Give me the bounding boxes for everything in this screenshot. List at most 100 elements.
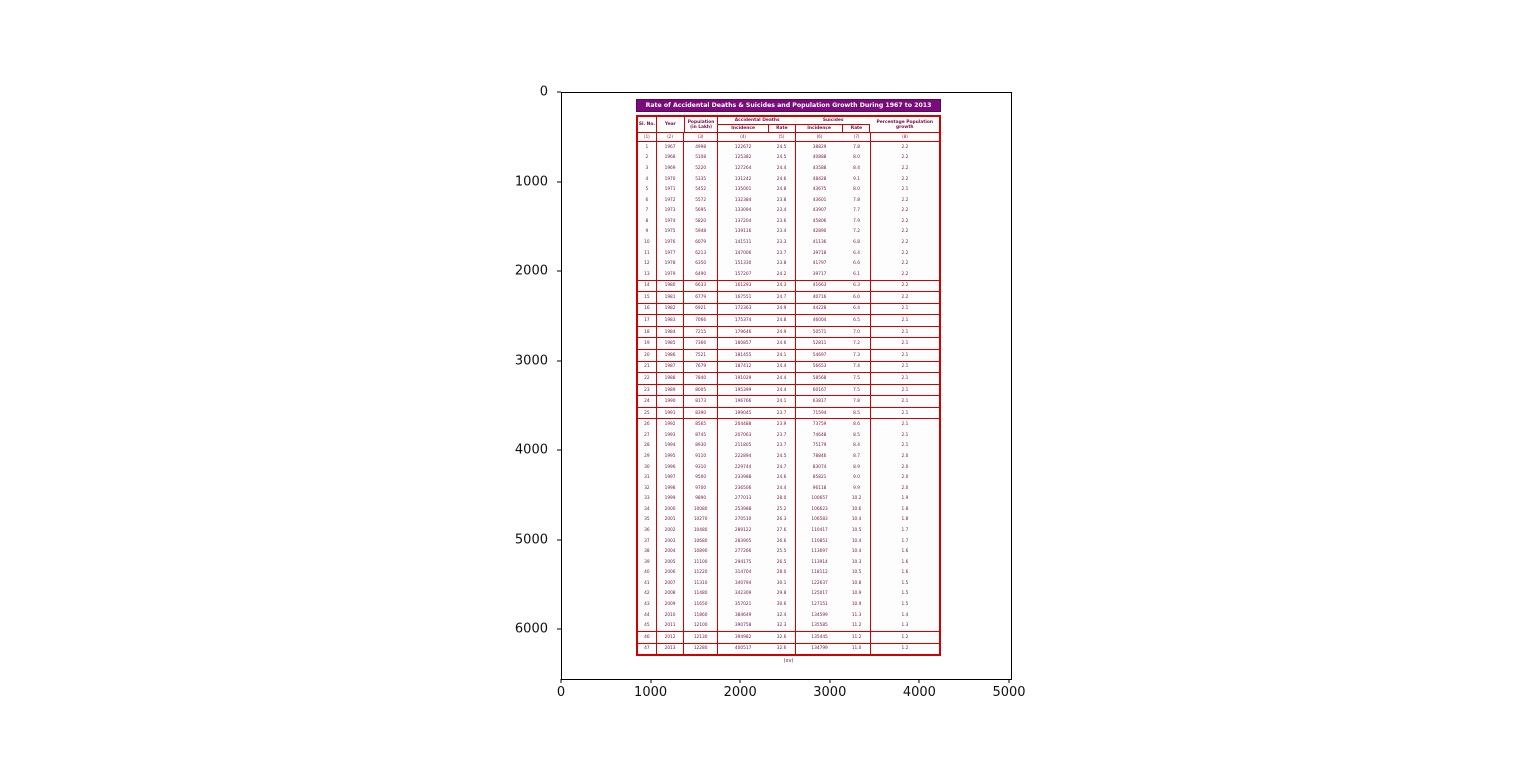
table-cell: 6213 [684, 247, 718, 259]
column-numbers-row: (1) (2) (3) (4) (5) (6) (7) (8) [638, 133, 939, 142]
table-cell: 23.4 [768, 226, 796, 238]
table-cell: 1978 [657, 258, 685, 269]
table-cell: 1974 [657, 216, 685, 227]
table-cell: 2001 [657, 514, 685, 526]
table-cell: 24.6 [768, 472, 796, 483]
table-cell: 27 [638, 430, 657, 441]
table-cell: 10.9 [843, 588, 871, 600]
x-tick-mark [1008, 679, 1010, 683]
table-cell: 25.5 [768, 546, 796, 557]
table-cell: 16 [638, 303, 657, 315]
table-row: 40 2006 11220 314704 28.0 118112 10.5 1.6 [638, 567, 939, 579]
table-cell: 314704 [734, 570, 752, 576]
y-tick-label: 4000 [514, 442, 548, 458]
table-row: 1 1967 4998 122672 24.5 38829 7.8 2.2 [638, 142, 939, 153]
y-axis-tick-marks [557, 91, 561, 630]
table-cell: 9890 [684, 493, 718, 505]
table-cell: 45 [638, 620, 657, 632]
table-cell: 39717 [812, 271, 827, 277]
table-cell: 6.0 [843, 292, 871, 303]
table-cell: 2.2 [901, 144, 909, 150]
table-cell: 2 [638, 152, 657, 164]
table-cell: 7.0 [843, 326, 871, 338]
table-cell: 1982 [657, 303, 685, 315]
table-cell: 135001 [734, 187, 752, 193]
header-accidental-deaths-group: Accidental Deaths Incidence Rate [718, 117, 796, 132]
table-cell: 23.4 [768, 205, 796, 217]
table-cell: 11650 [684, 599, 718, 610]
table-cell: 30.6 [768, 599, 796, 610]
table-cell: 41663 [812, 283, 827, 289]
table-cell: 30 [638, 461, 657, 473]
table-cell: 110417 [811, 528, 828, 534]
x-tick-label: 1000 [634, 685, 668, 700]
table-cell: 135445 [811, 634, 828, 640]
table-cell: 1.6 [901, 549, 909, 555]
table-cell: 2.2 [901, 165, 909, 171]
table-cell: 39 [638, 556, 657, 568]
table-cell: 24.4 [768, 482, 796, 494]
table-row: 7 1973 5695 133094 23.4 43907 7.7 2.2 [638, 205, 939, 217]
table-cell: 5452 [684, 184, 718, 195]
table-cell: 1983 [657, 315, 685, 326]
table-cell: 187412 [734, 364, 752, 370]
table-cell: 7 [638, 205, 657, 217]
table-cell: 23 [638, 384, 657, 396]
table-cell: 2.1 [901, 443, 909, 449]
table-cell: 3 [638, 163, 657, 174]
table-cell: 5572 [684, 194, 718, 206]
table-row: 43 2009 11650 357021 30.6 127151 10.9 1.5 [638, 599, 939, 610]
table-cell: 4 [638, 173, 657, 185]
table-cell: 24.5 [768, 451, 796, 462]
table-cell: 13 [638, 268, 657, 280]
table-cell: 11220 [684, 567, 718, 579]
table-cell: 400517 [734, 646, 752, 652]
table-cell: 23.8 [768, 194, 796, 206]
table-cell: 25 [638, 407, 657, 419]
table-row: 33 1999 9890 277013 28.0 100657 10.2 1.9 [638, 493, 939, 505]
table-cell: 10.4 [843, 546, 871, 557]
table-cell: 161293 [734, 283, 752, 289]
table-cell: 2000 [657, 504, 685, 515]
table-cell: 6.1 [843, 268, 871, 280]
table-cell: 199045 [734, 410, 752, 416]
table-cell: 2.2 [901, 261, 909, 267]
table-cell: 54697 [812, 352, 827, 358]
table-cell: 8.9 [843, 461, 871, 473]
table-cell: 2005 [657, 556, 685, 568]
table-cell: 2.2 [901, 176, 909, 182]
table-row: 26 1992 8565 204488 23.9 73759 8.6 2.1 [638, 418, 939, 431]
table-cell: 7.3 [843, 349, 871, 361]
table-cell: 1.5 [901, 580, 909, 586]
table-cell: 1.5 [901, 591, 909, 597]
table-cell: 32.6 [768, 643, 796, 655]
table-cell: 277266 [734, 549, 752, 555]
y-tick-label: 0 [539, 84, 548, 100]
table-cell: 26.5 [768, 556, 796, 568]
table-cell: 31 [638, 472, 657, 483]
table-row: 44 2010 11860 384649 32.4 134599 11.3 1.4 [638, 609, 939, 621]
table-cell: 60167 [812, 387, 827, 393]
table-cell: 2.1 [901, 375, 909, 381]
table-cell: 74648 [812, 432, 827, 438]
table-cell: 7215 [684, 326, 718, 338]
table-cell: 6 [638, 194, 657, 206]
header-population: Population (in Lakh) [685, 117, 719, 132]
table-cell: 36 [638, 525, 657, 536]
table-cell: 10.9 [843, 599, 871, 610]
header-year: Year [657, 117, 685, 132]
table-cell: 2.2 [901, 239, 909, 245]
table-cell: 6350 [684, 258, 718, 269]
table-cell: 11.2 [843, 632, 871, 643]
table-cell: 43907 [812, 208, 827, 214]
table-cell: 1996 [657, 461, 685, 473]
table-cell: 23.9 [768, 419, 796, 431]
table-cell: 7.9 [843, 216, 871, 227]
table-cell: 24.5 [768, 142, 796, 153]
table-cell: 191029 [734, 375, 752, 381]
x-axis-tick-labels: 0 1000 2000 3000 4000 5000 [557, 685, 1026, 703]
table-cell: 15 [638, 292, 657, 303]
table-row: 14 1980 6633 161293 24.3 41663 6.3 2.2 [638, 279, 939, 292]
table-cell: 8005 [684, 384, 718, 396]
table-cell: 1 [638, 142, 657, 153]
